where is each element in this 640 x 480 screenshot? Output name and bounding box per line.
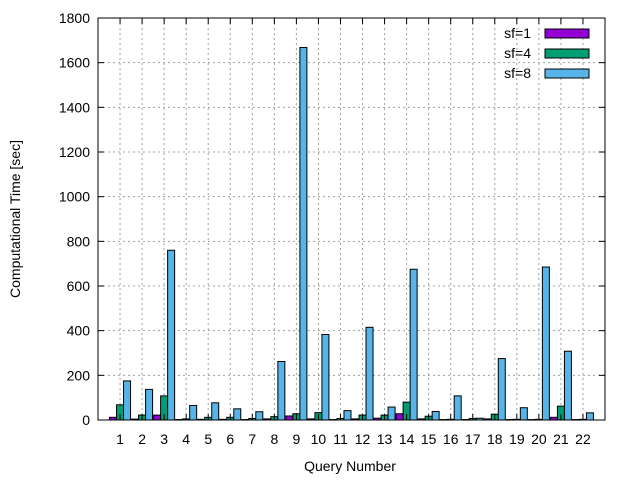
- legend-label: sf=8: [504, 65, 531, 81]
- bars-layer: [109, 46, 594, 421]
- bar-sf-8-q4: [189, 404, 198, 421]
- bar-sf-8-q10: [321, 333, 330, 421]
- x-tick-label: 11: [333, 431, 348, 447]
- x-tick-label: 9: [292, 431, 300, 447]
- y-tick-label: 1600: [59, 55, 90, 71]
- legend-label: sf=1: [504, 25, 531, 41]
- x-tick-label: 22: [575, 431, 591, 447]
- bar-sf-1-q9: [285, 415, 294, 421]
- y-axis-title: Computational Time [sec]: [7, 140, 23, 298]
- bar-sf-8-q3: [167, 249, 176, 421]
- bar-sf-8-q14: [409, 268, 418, 421]
- y-tick-label: 0: [82, 412, 90, 428]
- x-tick-label: 19: [509, 431, 525, 447]
- legend-label: sf=4: [504, 45, 531, 61]
- y-tick-label: 1200: [59, 144, 90, 160]
- y-tick-label: 400: [67, 323, 91, 339]
- bar-sf-8-q21: [563, 350, 572, 421]
- bar-sf-8-q8: [277, 360, 286, 421]
- y-tick-label: 1800: [59, 10, 90, 26]
- y-tick-label: 600: [67, 278, 91, 294]
- x-tick-label: 4: [182, 431, 190, 447]
- grid-layer: [98, 18, 605, 420]
- bar-sf-8-q9: [299, 46, 308, 421]
- x-tick-label: 16: [443, 431, 459, 447]
- bar-sf-8-q12: [365, 326, 374, 421]
- legend: sf=1 sf=4 sf=8: [504, 25, 590, 81]
- x-tick-label: 7: [248, 431, 256, 447]
- x-tick-label: 10: [311, 431, 327, 447]
- x-tick-label: 18: [487, 431, 503, 447]
- legend-swatch: [544, 48, 590, 59]
- bar-sf-8-q20: [541, 266, 550, 421]
- x-tick-label: 12: [355, 431, 371, 447]
- x-tick-label: 8: [270, 431, 278, 447]
- x-tick-label: 14: [399, 431, 415, 447]
- legend-swatch: [544, 68, 590, 79]
- legend-swatch: [544, 28, 590, 39]
- bar-sf-8-q11: [343, 410, 352, 421]
- bar-sf-8-q18: [497, 358, 506, 421]
- x-tick-label: 13: [377, 431, 393, 447]
- x-tick-label: 2: [138, 431, 146, 447]
- x-tick-label: 17: [465, 431, 481, 447]
- x-axis-title: Query Number: [304, 458, 396, 474]
- x-ticks: 1 2 3 4 5 6 7 8 9 10 11 12 13 14 15 16 17 18 19 20 21 22: [116, 18, 591, 447]
- y-tick-label: 800: [67, 233, 91, 249]
- x-tick-label: 5: [204, 431, 212, 447]
- y-tick-label: 1000: [59, 189, 90, 205]
- bar-sf-8-q16: [453, 395, 462, 421]
- bar-sf-8-q19: [519, 407, 528, 421]
- x-tick-label: 1: [116, 431, 124, 447]
- x-tick-label: 20: [531, 431, 547, 447]
- plot-frame: [97, 17, 606, 421]
- x-tick-label: 6: [226, 431, 234, 447]
- bar-sf-8-q7: [255, 411, 264, 421]
- y-ticks: 0 200 400 600 800 1000 1200 1400 1600 1800: [59, 10, 605, 428]
- bar-sf-8-q5: [211, 402, 220, 421]
- bar-sf-8-q13: [387, 406, 396, 421]
- y-tick-label: 1400: [59, 99, 90, 115]
- x-tick-label: 21: [553, 431, 569, 447]
- x-tick-label: 15: [421, 431, 437, 447]
- bar-sf-8-q15: [431, 411, 440, 421]
- bar-sf-1-q3: [153, 414, 162, 421]
- y-tick-label: 200: [67, 367, 91, 383]
- x-tick-label: 3: [160, 431, 168, 447]
- bar-sf-8-q22: [585, 412, 594, 421]
- bar-sf-8-q2: [145, 388, 154, 421]
- bar-sf-1-q14: [395, 413, 404, 421]
- bar-sf-8-q6: [233, 408, 242, 421]
- bar-sf-8-q1: [123, 380, 132, 421]
